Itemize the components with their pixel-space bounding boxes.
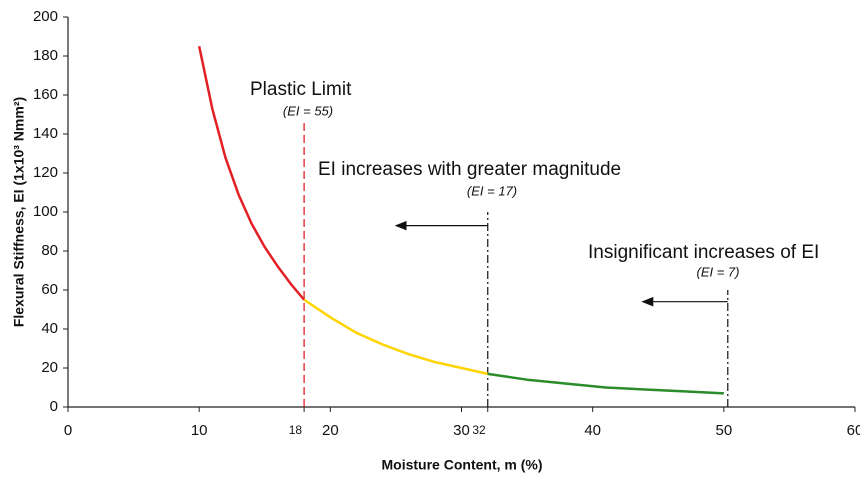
y-tick-label: 0	[50, 398, 58, 415]
x-tick-label: 50	[715, 422, 732, 439]
y-tick-label: 100	[33, 203, 58, 220]
x-tick-label: 60	[847, 422, 860, 439]
x-tick-label: 0	[64, 422, 72, 439]
annotation: EI increases with greater magnitude	[318, 159, 621, 180]
x-tick-label: 30	[453, 422, 470, 439]
y-tick-label: 80	[41, 242, 58, 259]
annotation: Plastic Limit	[250, 79, 352, 100]
y-tick-label: 40	[41, 320, 58, 337]
y-tick-label: 180	[33, 47, 58, 64]
line-series	[303, 298, 489, 376]
annotation: Insignificant increases of EI	[588, 242, 819, 263]
x-axis-title: Moisture Content, m (%)	[382, 457, 543, 473]
annotation: (EI = 55)	[283, 103, 333, 118]
line-series	[487, 372, 724, 395]
x-tick-label: 40	[584, 422, 601, 439]
y-tick-label: 200	[33, 8, 58, 25]
y-tick-label: 20	[41, 359, 58, 376]
x-tick-label: 18	[289, 423, 303, 437]
line-series	[197, 45, 306, 301]
y-tick-label: 160	[33, 86, 58, 103]
y-tick-label: 120	[33, 164, 58, 181]
y-tick-label: 60	[41, 281, 58, 298]
y-tick-label: 140	[33, 125, 58, 142]
annotation: (EI = 7)	[697, 264, 740, 279]
x-tick-label: 32	[472, 423, 486, 437]
y-axis-title: Flexural Stiffness, EI (1x10³ Nmm²)	[11, 97, 27, 327]
x-tick-label: 10	[191, 422, 208, 439]
x-tick-label: 20	[322, 422, 339, 439]
annotation: (EI = 17)	[467, 183, 517, 198]
